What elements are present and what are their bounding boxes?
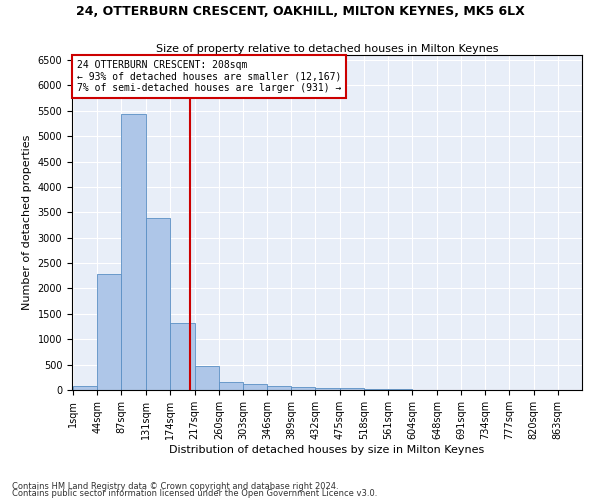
Bar [267, 386, 291, 390]
Text: 24, OTTERBURN CRESCENT, OAKHILL, MILTON KEYNES, MK5 6LX: 24, OTTERBURN CRESCENT, OAKHILL, MILTON … [76, 5, 524, 18]
Bar [73, 386, 97, 390]
Bar [316, 388, 340, 390]
Bar [146, 218, 170, 390]
Bar [194, 366, 219, 390]
Bar [243, 384, 267, 390]
Bar [364, 389, 388, 390]
Bar [291, 388, 316, 390]
Bar [340, 388, 364, 390]
Y-axis label: Number of detached properties: Number of detached properties [22, 135, 32, 310]
Text: Contains public sector information licensed under the Open Government Licence v3: Contains public sector information licen… [12, 489, 377, 498]
X-axis label: Distribution of detached houses by size in Milton Keynes: Distribution of detached houses by size … [169, 445, 485, 455]
Bar [219, 382, 243, 390]
Text: 24 OTTERBURN CRESCENT: 208sqm
← 93% of detached houses are smaller (12,167)
7% o: 24 OTTERBURN CRESCENT: 208sqm ← 93% of d… [77, 60, 341, 93]
Bar [170, 323, 194, 390]
Text: Contains HM Land Registry data © Crown copyright and database right 2024.: Contains HM Land Registry data © Crown c… [12, 482, 338, 491]
Title: Size of property relative to detached houses in Milton Keynes: Size of property relative to detached ho… [156, 44, 498, 54]
Bar [97, 274, 121, 390]
Bar [121, 114, 146, 390]
